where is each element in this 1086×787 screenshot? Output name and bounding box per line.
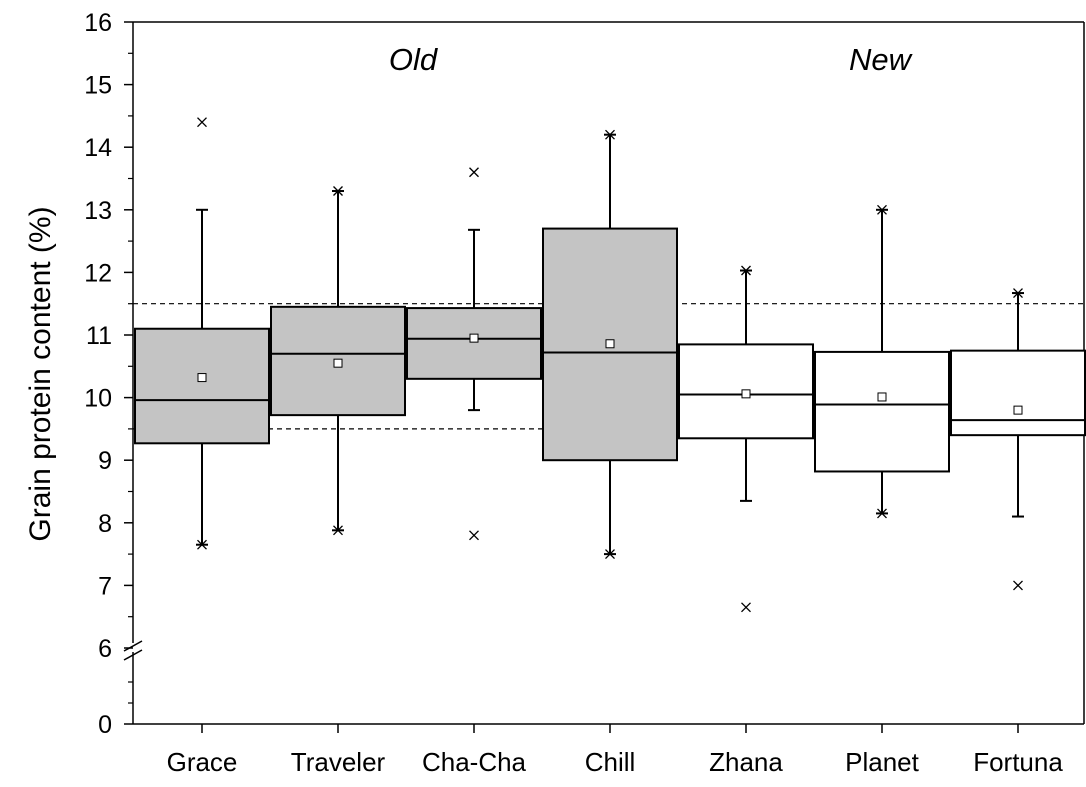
outlier-marker bbox=[741, 265, 751, 276]
outlier-stroke bbox=[741, 265, 751, 276]
outlier-marker bbox=[605, 129, 615, 140]
outlier-stroke bbox=[333, 525, 343, 536]
mean-marker bbox=[741, 389, 751, 399]
y-tick-label: 15 bbox=[84, 72, 112, 100]
outlier-marker bbox=[469, 530, 479, 541]
outlier-marker bbox=[741, 602, 751, 613]
x-category-label: Planet bbox=[845, 747, 919, 777]
iqr-box bbox=[134, 327, 270, 445]
axis-break-mark bbox=[123, 649, 143, 661]
outlier-stroke bbox=[1013, 580, 1023, 591]
outlier-stroke bbox=[877, 204, 887, 215]
outlier-marker bbox=[333, 525, 343, 536]
outlier-marker bbox=[197, 117, 207, 128]
mean-marker bbox=[197, 373, 207, 383]
box-chill: Chill bbox=[542, 129, 678, 777]
y-tick-label: 13 bbox=[84, 197, 112, 225]
outlier-stroke bbox=[469, 167, 479, 178]
group-label-new: New bbox=[849, 42, 914, 77]
outlier-stroke bbox=[333, 186, 343, 196]
y-tick-label: 0 bbox=[98, 711, 112, 739]
outlier-stroke bbox=[197, 117, 207, 128]
y-tick-label: 8 bbox=[98, 510, 112, 538]
outlier-marker bbox=[197, 539, 207, 550]
x-category-label: Zhana bbox=[709, 747, 783, 777]
outlier-stroke bbox=[741, 602, 751, 613]
mean-marker bbox=[605, 339, 615, 349]
group-label-old: Old bbox=[389, 42, 439, 77]
y-tick-label: 14 bbox=[84, 134, 112, 162]
outlier-marker bbox=[877, 508, 887, 519]
x-category-label: Traveler bbox=[291, 747, 386, 777]
outlier-marker bbox=[333, 186, 343, 196]
iqr-box bbox=[950, 349, 1086, 437]
mean-marker bbox=[1013, 405, 1023, 415]
outlier-marker bbox=[1013, 580, 1023, 591]
outlier-stroke bbox=[1013, 288, 1023, 299]
y-tick-label: 10 bbox=[84, 385, 112, 413]
y-tick-label: 12 bbox=[84, 259, 112, 287]
y-tick-label: 6 bbox=[98, 635, 112, 663]
y-tick-label: 11 bbox=[86, 322, 112, 350]
outlier-marker bbox=[877, 204, 887, 215]
outlier-stroke bbox=[605, 549, 615, 560]
outlier-marker bbox=[605, 549, 615, 560]
box-fortuna: Fortuna bbox=[950, 288, 1086, 777]
box-planet: Planet bbox=[814, 204, 950, 777]
outlier-stroke bbox=[197, 539, 207, 550]
mean-marker bbox=[469, 333, 479, 343]
plot-area: 0 6 7 8 9 10 11 12 13 14 15 16 Grace Traveler Cha-Cha C… bbox=[84, 9, 1086, 777]
outlier-stroke bbox=[877, 508, 887, 519]
iqr-box bbox=[678, 343, 814, 440]
box-cha-cha: Cha-Cha bbox=[406, 167, 542, 777]
iqr-box bbox=[814, 350, 950, 473]
outlier-marker bbox=[1013, 288, 1023, 299]
x-category-label: Cha-Cha bbox=[422, 747, 527, 777]
x-category-label: Grace bbox=[167, 747, 238, 777]
x-category-label: Chill bbox=[585, 747, 636, 777]
outlier-marker bbox=[469, 167, 479, 178]
y-tick-label: 7 bbox=[98, 572, 112, 600]
y-axis-label: Grain protein content (%) bbox=[24, 206, 57, 541]
mean-marker bbox=[877, 392, 887, 402]
outlier-stroke bbox=[605, 129, 615, 140]
box-traveler: Traveler bbox=[270, 186, 406, 777]
outlier-stroke bbox=[469, 530, 479, 541]
box-zhana: Zhana bbox=[678, 265, 814, 777]
box-grace: Grace bbox=[134, 117, 270, 777]
axis-break-mark bbox=[123, 640, 143, 652]
x-category-label: Fortuna bbox=[973, 747, 1063, 777]
y-tick-label: 9 bbox=[98, 447, 112, 475]
y-tick-label: 16 bbox=[84, 9, 112, 37]
iqr-box bbox=[406, 307, 542, 380]
mean-marker bbox=[333, 358, 343, 368]
